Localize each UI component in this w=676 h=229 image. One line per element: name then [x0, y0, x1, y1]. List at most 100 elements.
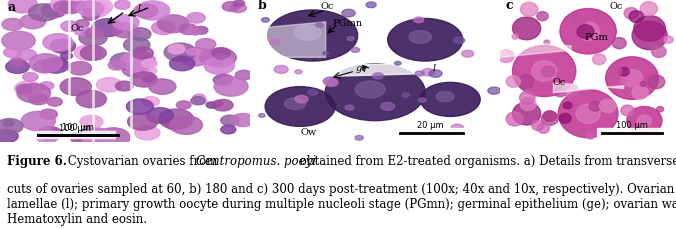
Circle shape: [41, 57, 69, 73]
Circle shape: [22, 73, 38, 81]
Circle shape: [116, 81, 133, 91]
Circle shape: [146, 67, 157, 74]
Circle shape: [366, 2, 377, 8]
Circle shape: [381, 102, 395, 110]
Circle shape: [204, 57, 235, 74]
Circle shape: [97, 78, 122, 92]
Circle shape: [512, 34, 518, 39]
Circle shape: [120, 51, 155, 71]
Circle shape: [9, 58, 24, 66]
Circle shape: [3, 47, 22, 57]
Circle shape: [128, 28, 151, 40]
Circle shape: [132, 47, 153, 59]
Circle shape: [606, 57, 658, 99]
Circle shape: [82, 128, 115, 147]
Circle shape: [0, 119, 23, 134]
Circle shape: [146, 108, 174, 123]
Circle shape: [77, 1, 103, 16]
Circle shape: [587, 133, 595, 139]
Text: l: l: [138, 4, 141, 13]
Bar: [35, 131, 115, 138]
Circle shape: [544, 111, 556, 121]
Circle shape: [47, 57, 68, 69]
Text: l: l: [433, 64, 436, 73]
Circle shape: [176, 101, 191, 109]
Circle shape: [193, 94, 206, 101]
Circle shape: [632, 86, 648, 99]
Circle shape: [74, 45, 101, 60]
Circle shape: [0, 129, 18, 143]
Circle shape: [126, 99, 153, 114]
Circle shape: [15, 81, 41, 96]
Circle shape: [274, 65, 288, 74]
Circle shape: [170, 56, 195, 71]
Circle shape: [133, 4, 158, 18]
Text: 100 µm: 100 µm: [616, 122, 648, 131]
Circle shape: [295, 70, 302, 74]
Circle shape: [231, 3, 247, 13]
Text: Ow: Ow: [300, 128, 316, 137]
Circle shape: [347, 37, 354, 41]
Text: 100 µm: 100 µm: [59, 124, 91, 133]
Circle shape: [130, 72, 158, 87]
Circle shape: [113, 15, 139, 30]
Circle shape: [388, 19, 463, 61]
Circle shape: [652, 46, 666, 57]
Circle shape: [402, 93, 410, 97]
Circle shape: [619, 68, 629, 76]
Bar: [395, 128, 465, 138]
Circle shape: [562, 83, 578, 97]
Text: Oc: Oc: [70, 24, 83, 33]
Circle shape: [519, 91, 535, 104]
Circle shape: [634, 16, 665, 41]
Bar: [597, 128, 671, 138]
Circle shape: [80, 115, 103, 128]
Circle shape: [436, 91, 454, 102]
Circle shape: [195, 38, 216, 50]
Circle shape: [632, 21, 667, 50]
Circle shape: [128, 113, 158, 130]
Circle shape: [577, 25, 594, 38]
Circle shape: [74, 26, 91, 35]
Circle shape: [295, 95, 308, 103]
Circle shape: [51, 0, 84, 13]
Circle shape: [135, 126, 160, 140]
Circle shape: [621, 70, 643, 87]
Circle shape: [149, 79, 176, 94]
Circle shape: [186, 48, 198, 55]
Circle shape: [16, 84, 32, 93]
Text: Centropomus. poeyi: Centropomus. poeyi: [196, 155, 316, 168]
Circle shape: [179, 24, 197, 34]
Circle shape: [233, 0, 245, 7]
Circle shape: [512, 102, 541, 125]
Circle shape: [36, 130, 58, 143]
Text: PGmn: PGmn: [333, 19, 362, 27]
Circle shape: [294, 25, 321, 40]
Circle shape: [108, 60, 125, 70]
Circle shape: [544, 40, 550, 45]
Circle shape: [558, 90, 618, 138]
Circle shape: [640, 82, 646, 86]
Circle shape: [194, 97, 207, 104]
Circle shape: [178, 47, 212, 66]
Circle shape: [506, 76, 521, 87]
Circle shape: [79, 30, 107, 46]
Circle shape: [418, 98, 426, 102]
Circle shape: [415, 71, 424, 76]
Circle shape: [41, 3, 66, 18]
Circle shape: [194, 26, 208, 34]
Circle shape: [325, 64, 425, 121]
Text: 100 µm: 100 µm: [62, 123, 93, 132]
Circle shape: [656, 106, 664, 112]
Text: a: a: [7, 1, 16, 14]
Circle shape: [2, 18, 23, 30]
Circle shape: [521, 98, 536, 110]
Circle shape: [136, 68, 151, 76]
Text: Cystovarian ovaries from: Cystovarian ovaries from: [64, 155, 221, 168]
Circle shape: [541, 66, 555, 77]
Circle shape: [324, 79, 338, 87]
Circle shape: [213, 101, 223, 106]
Circle shape: [92, 19, 123, 37]
Circle shape: [454, 37, 464, 44]
Circle shape: [85, 28, 103, 38]
